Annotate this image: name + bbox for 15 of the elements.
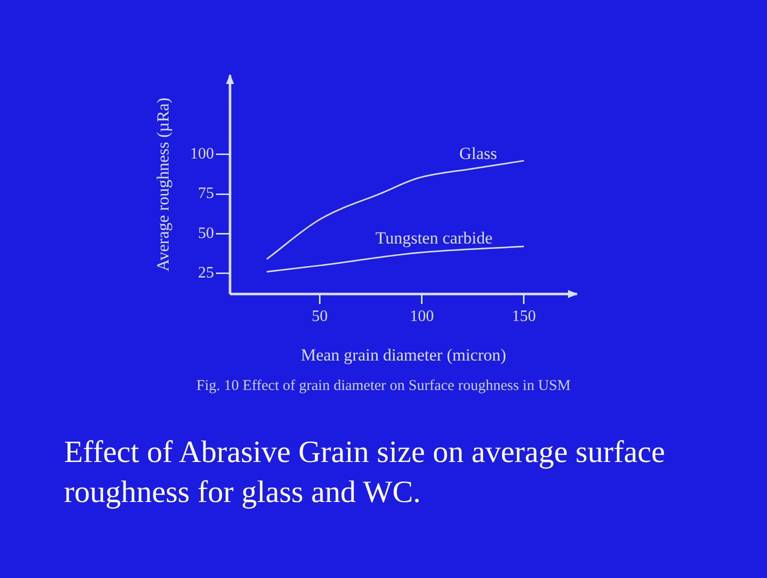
y-tick-label: 100	[190, 146, 214, 163]
series-label: Tungsten carbide	[376, 228, 492, 248]
line-series	[266, 246, 525, 273]
text: Effect of Abrasive Grain size on average surface roughness for glass and WC.	[64, 433, 666, 511]
y-tick-label: 75	[198, 185, 214, 202]
x-tick-label: 50	[312, 308, 328, 325]
x-tick-label: 100	[410, 308, 434, 325]
y-axis-title: Average roughness (µRa)	[154, 98, 173, 272]
y-tick-label: 50	[198, 224, 214, 242]
caption: Fig. 10 Effect of grain diameter on Surface roughness in USM	[195, 378, 572, 395]
x-tick-label: 150	[512, 308, 536, 325]
x-axis-title: Mean grain diameter (micron)	[300, 345, 506, 364]
y-tick-label: 25	[198, 264, 214, 282]
line-series	[266, 160, 525, 260]
series-label: Glass	[459, 144, 497, 164]
